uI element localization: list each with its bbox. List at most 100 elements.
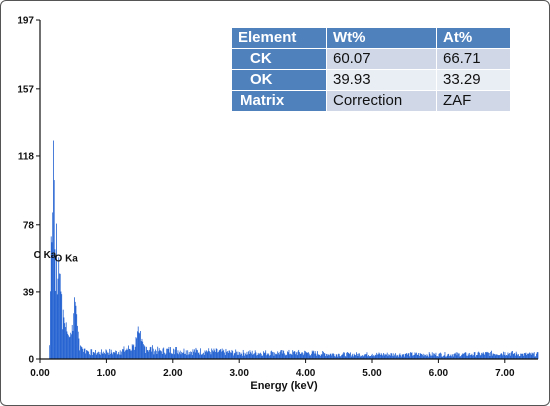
spectrum-bar xyxy=(344,352,345,359)
spectrum-bar xyxy=(131,350,132,359)
spectrum-bar xyxy=(494,355,496,359)
spectrum-bar xyxy=(482,352,484,359)
spectrum-bar xyxy=(86,350,88,359)
spectrum-bar xyxy=(356,352,357,359)
spectrum-bar xyxy=(160,350,162,359)
spectrum-bar xyxy=(145,353,147,359)
spectrum-bar xyxy=(472,355,474,359)
spectrum-bar xyxy=(165,353,167,359)
spectrum-bar xyxy=(203,354,205,359)
spectrum-bar xyxy=(506,355,508,359)
spectrum-bar xyxy=(83,348,85,359)
spectrum-bar xyxy=(261,355,263,359)
spectrum-bar xyxy=(364,354,366,359)
spectrum-bar xyxy=(182,352,184,359)
spectrum-bar xyxy=(436,356,438,359)
spectrum-bar xyxy=(223,349,225,359)
spectrum-bar xyxy=(222,351,224,359)
spectrum-bar xyxy=(59,273,61,359)
spectrum-bar xyxy=(248,354,250,359)
spectrum-bar xyxy=(241,353,243,359)
spectrum-bar xyxy=(497,355,499,359)
spectrum-bar xyxy=(512,354,514,359)
spectrum-bar xyxy=(424,354,426,359)
spectrum-bar xyxy=(238,354,240,359)
spectrum-bar xyxy=(508,354,510,359)
spectrum-bar xyxy=(127,349,129,359)
spectrum-bar xyxy=(295,354,297,359)
spectrum-bar xyxy=(97,352,99,359)
spectrum-bar xyxy=(183,348,185,359)
spectrum-bar xyxy=(530,354,532,359)
spectrum-bar xyxy=(320,355,321,359)
spectrum-bar xyxy=(309,355,311,359)
spectrum-bar xyxy=(377,354,378,359)
spectrum-bar xyxy=(128,349,130,359)
spectrum-bar xyxy=(531,352,533,359)
spectrum-bar xyxy=(397,355,399,359)
spectrum-bar xyxy=(265,350,267,359)
spectrum-bar xyxy=(288,349,290,359)
spectrum-bar xyxy=(130,350,132,359)
spectrum-bar xyxy=(407,353,409,359)
spectrum-bar xyxy=(287,352,289,359)
spectrum-bar xyxy=(478,351,480,359)
spectrum-bar xyxy=(440,353,442,359)
spectrum-bar xyxy=(453,354,455,359)
spectrum-bar xyxy=(257,352,259,359)
spectrum-bar xyxy=(333,354,335,359)
spectrum-bar xyxy=(59,273,60,359)
spectrum-bar xyxy=(52,212,54,359)
spectrum-bar xyxy=(410,352,411,359)
spectrum-bar xyxy=(440,352,441,359)
spectrum-bar xyxy=(328,354,330,359)
spectrum-bar xyxy=(77,325,78,359)
spectrum-bar xyxy=(60,291,62,359)
spectrum-bar xyxy=(437,356,439,359)
spectrum-bar xyxy=(377,354,379,359)
spectrum-bar xyxy=(274,352,276,359)
spectrum-bar xyxy=(395,356,397,359)
spectrum-bar xyxy=(134,346,136,359)
spectrum-bar xyxy=(510,352,512,359)
spectrum-bar xyxy=(301,352,303,359)
spectrum-bar xyxy=(421,353,423,359)
spectrum-bar xyxy=(341,355,342,359)
spectrum-bar xyxy=(529,352,531,359)
spectrum-bar xyxy=(251,353,252,359)
spectrum-bar xyxy=(248,351,249,359)
spectrum-bar xyxy=(70,332,72,359)
spectrum-bar xyxy=(151,351,153,359)
spectrum-bar xyxy=(316,355,318,359)
spectrum-bar xyxy=(264,352,266,359)
spectrum-bar xyxy=(279,352,281,359)
spectrum-bar xyxy=(512,350,513,359)
spectrum-bar xyxy=(174,349,176,359)
spectrum-bar xyxy=(370,355,372,359)
spectrum-bar xyxy=(317,351,318,359)
spectrum-bar xyxy=(449,356,450,359)
spectrum-bar xyxy=(208,348,210,359)
spectrum-bar xyxy=(136,338,138,359)
spectrum-bar xyxy=(96,353,98,359)
spectrum-bar xyxy=(156,354,158,359)
x-axis-ticks: 0.00 1.00 2.00 3.00 4.00 5.00 6.00 7.00 xyxy=(30,359,515,379)
spectrum-bar xyxy=(448,353,450,359)
spectrum-bar xyxy=(516,353,518,359)
spectrum-bar xyxy=(523,355,525,359)
spectrum-bar xyxy=(389,355,391,359)
spectrum-bar xyxy=(259,353,261,359)
spectrum-bar xyxy=(290,353,292,359)
spectrum-bar xyxy=(56,223,57,359)
spectrum-bar xyxy=(93,352,95,359)
spectrum-bar xyxy=(168,346,170,359)
spectrum-bar xyxy=(350,356,352,359)
spectrum-bar xyxy=(470,355,471,359)
spectrum-bar xyxy=(169,352,171,359)
spectrum-bar xyxy=(442,356,444,359)
spectrum-bar xyxy=(358,353,360,359)
spectrum-bar xyxy=(385,354,387,359)
spectrum-bar xyxy=(380,355,381,359)
spectrum-bar xyxy=(410,352,412,359)
